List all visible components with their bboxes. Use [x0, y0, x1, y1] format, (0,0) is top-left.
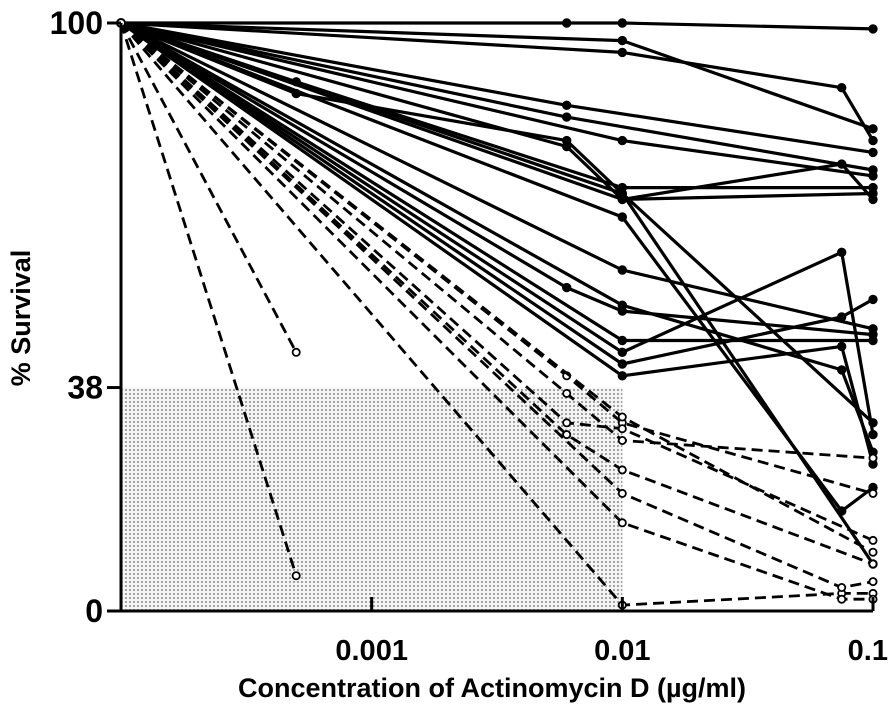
filled-point-3-3	[868, 135, 878, 146]
x-tick-label-0.1: 0.1	[848, 635, 888, 667]
x-axis-label: Concentration of Actinomycin D (µg/ml)	[238, 673, 746, 703]
filled-point-9-1	[562, 141, 572, 152]
filled-point-3-2	[837, 83, 847, 93]
filled-point-17-2	[837, 365, 847, 375]
dashed-series-line-6	[120, 21, 874, 542]
filled-point-1-2	[617, 18, 627, 28]
solid-series-line-14	[120, 21, 874, 366]
filled-point-14-1	[617, 359, 627, 369]
filled-point-6-2	[868, 165, 878, 175]
dashed-series-line-8	[120, 21, 874, 589]
dashed-series-line-4	[120, 21, 874, 495]
dashed-series-line-5	[120, 21, 874, 460]
solid-series-line-18	[120, 21, 874, 513]
filled-point-6-1	[562, 112, 572, 122]
open-point-7-1	[562, 430, 572, 440]
y-tick-label-38: 38	[67, 370, 103, 406]
series-layer	[116, 18, 878, 610]
filled-point-11-1	[617, 265, 627, 275]
filled-point-14-3	[868, 294, 878, 305]
filled-point-16-1	[617, 371, 627, 381]
open-point-9-1	[617, 518, 627, 528]
dashed-series-line-9	[120, 22, 873, 601]
open-point-5-1	[562, 388, 572, 398]
solid-series-line-8	[120, 21, 875, 424]
filled-point-5-1	[617, 135, 627, 146]
filled-point-14-2	[837, 312, 847, 322]
tick-label-layer: 0 38 100 0.001 0.01 0.1	[50, 5, 888, 667]
filled-point-13-2	[868, 335, 878, 346]
filled-point-15-1	[617, 347, 627, 357]
open-point-5-2	[617, 435, 627, 445]
solid-series-line-9	[120, 21, 874, 201]
dashed-series-line-2	[119, 22, 298, 577]
solid-series-line-3	[120, 21, 875, 142]
filled-point-3-1	[617, 47, 627, 58]
solid-series-line-12	[120, 21, 874, 337]
open-point-6-2	[617, 424, 627, 434]
filled-point-13-1	[617, 335, 627, 346]
x-tick-label-0.001: 0.001	[335, 635, 408, 667]
open-point-1-1	[291, 347, 301, 357]
filled-point-4-1	[562, 100, 572, 111]
open-point-8-1	[617, 488, 627, 498]
solid-series-line-15	[120, 21, 875, 435]
x-tick-label-0.01: 0.01	[594, 635, 650, 667]
filled-point-12-1	[562, 282, 572, 293]
filled-point-10-2	[837, 159, 847, 169]
y-axis-label: % Survival	[6, 250, 36, 387]
open-point-7-2	[617, 465, 627, 475]
open-point-4-3	[868, 488, 878, 498]
dashed-series-line-1	[119, 22, 298, 353]
open-point-8-3	[868, 577, 878, 587]
filled-point-15-2	[837, 247, 847, 258]
open-point-5-3	[868, 453, 878, 463]
filled-point-18-1	[617, 212, 627, 222]
open-point-6-1	[562, 418, 572, 428]
solid-series-line-10	[120, 21, 875, 201]
y-tick-label-100: 100	[50, 5, 103, 41]
filled-point-10-3	[868, 194, 878, 205]
solid-series-line-17	[120, 21, 875, 453]
dashed-series-line-7	[120, 21, 874, 566]
filled-point-16-2	[837, 341, 847, 352]
axes-layer	[107, 21, 875, 613]
open-point-6-3	[868, 535, 878, 545]
solid-series-line-1	[121, 21, 874, 31]
open-point-9-2	[837, 594, 847, 604]
filled-point-1-1	[562, 18, 572, 28]
filled-point-19-1	[617, 188, 627, 199]
open-point-7-3	[868, 559, 878, 569]
open-point-8-2	[837, 583, 847, 593]
filled-point-2-1	[617, 35, 627, 46]
open-point-2-1	[291, 571, 301, 581]
y-tick-label-0: 0	[85, 593, 103, 629]
dashed-series-line-3	[119, 22, 873, 607]
filled-point-17-1	[617, 300, 627, 310]
open-point-10-1	[617, 412, 627, 422]
open-point-10-2	[868, 547, 878, 557]
filled-point-1-3	[868, 24, 878, 34]
filled-point-4-2	[868, 147, 878, 158]
filled-point-2-2	[868, 124, 878, 134]
shaded-region	[121, 387, 623, 611]
solid-series-line-13	[120, 21, 873, 343]
filled-point-15-3	[868, 429, 878, 440]
solid-series-line-16	[120, 21, 875, 465]
